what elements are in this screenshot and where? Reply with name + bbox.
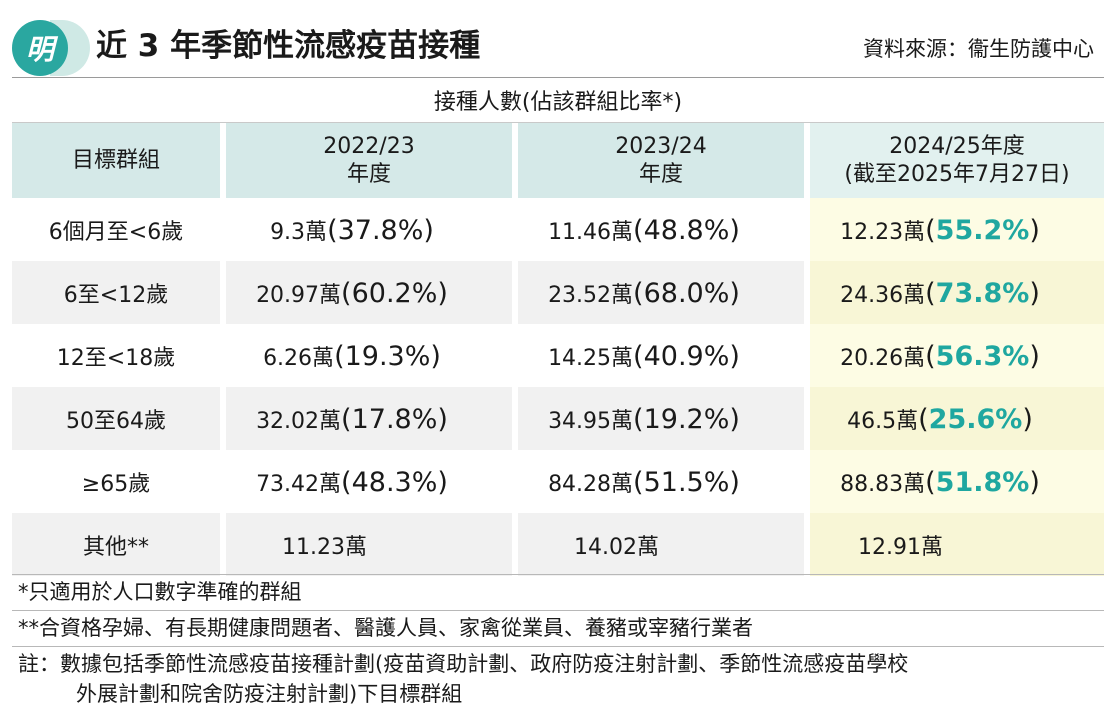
table-row: 50至64歲 32.02萬(17.8%) 34.95萬(19.2%) 46.5萬… [12,387,1104,450]
column-gap [804,123,810,198]
cell-2023-24: 84.28萬(51.5%) [518,450,804,513]
count-value: 20.97萬 [256,282,342,308]
column-gap [220,123,226,198]
column-header-group: 目標群組 [12,123,220,198]
logo-char: 明 [25,33,54,66]
cell-2023-24: 11.46萬(48.8%) [518,198,804,261]
vaccination-table: 接種人數(佔該群組比率*) 目標群組 2022/23 年度 2023/24 年度… [12,78,1104,576]
percent-value: 17.8% [351,403,438,435]
cell-2024-25: 46.5萬(25.6%) [810,387,1104,450]
row-group-label: 12至<18歲 [12,324,220,387]
row-group-label: 6個月至<6歲 [12,198,220,261]
percent-value: 51.8% [935,466,1030,498]
page-title: 近 3 年季節性流感疫苗接種 [96,28,481,64]
count-value: 12.91萬 [858,534,943,560]
count-value: 6.26萬 [263,345,335,371]
infographic-header: 明 近 3 年季節性流感疫苗接種 資料來源：衞生防護中心 [0,0,1116,84]
footnote-programmes: 註：數據包括季節性流感疫苗接種計劃(疫苗資助計劃、政府防疫注射計劃、季節性流感疫… [12,646,1104,711]
cell-2024-25: 88.83萬(51.8%) [810,450,1104,513]
percent-value: 40.9% [643,340,730,372]
percent-value: 48.3% [351,466,438,498]
count-value: 11.23萬 [282,534,367,560]
cell-2023-24: 14.02萬 [518,513,804,576]
row-group-label: 6至<12歲 [12,261,220,324]
count-value: 12.23萬 [840,219,926,245]
table-row: 6個月至<6歲 9.3萬(37.8%) 11.46萬(48.8%) 12.23萬… [12,198,1104,261]
row-group-label: 其他** [12,513,220,576]
cell-2022-23: 73.42萬(48.3%) [226,450,512,513]
column-gap [512,123,518,198]
column-header-2024-25-line1: 2024/25年度 [889,133,1025,159]
cell-2024-25: 24.36萬(73.8%) [810,261,1104,324]
footnote-others: **合資格孕婦、有長期健康問題者、醫護人員、家禽從業員、養豬或宰豬行業者 [12,610,1104,646]
super-header: 接種人數(佔該群組比率*) [12,78,1104,123]
count-value: 46.5萬 [847,408,919,434]
cell-2022-23: 32.02萬(17.8%) [226,387,512,450]
row-group-label: 50至64歲 [12,387,220,450]
cell-2024-25: 12.23萬(55.2%) [810,198,1104,261]
ming-pao-logo: 明 [12,20,68,76]
cell-2023-24: 23.52萬(68.0%) [518,261,804,324]
column-header-2022-23: 2022/23 年度 [226,123,512,198]
cell-2022-23: 6.26萬(19.3%) [226,324,512,387]
footnote-programmes-line2: 外展計劃和院舍防疫注射計劃)下目標群組 [76,682,463,706]
column-header-2022-23-line1: 2022/23 [323,133,415,159]
column-header-2023-24-line1: 2023/24 [615,133,707,159]
column-header-2023-24-line2: 年度 [638,161,683,187]
count-value: 73.42萬 [256,471,342,497]
row-group-label: ≥65歲 [12,450,220,513]
percent-value: 25.6% [928,403,1023,435]
column-header-2023-24: 2023/24 年度 [518,123,804,198]
count-value: 32.02萬 [256,408,342,434]
footnotes: *只適用於人口數字準確的群組 **合資格孕婦、有長期健康問題者、醫護人員、家禽從… [12,574,1104,711]
count-value: 20.26萬 [840,345,926,371]
percent-value: 73.8% [935,277,1030,309]
percent-value: 19.3% [344,340,431,372]
count-value: 14.02萬 [574,534,659,560]
percent-value: 51.5% [643,466,730,498]
count-value: 11.46萬 [548,219,634,245]
cell-2022-23: 11.23萬 [226,513,512,576]
percent-value: 60.2% [351,277,438,309]
footnote-accuracy: *只適用於人口數字準確的群組 [12,574,1104,610]
percent-value: 68.0% [643,277,730,309]
column-header-2024-25-line2: (截至2025年7月27日) [844,161,1070,187]
cell-2023-24: 14.25萬(40.9%) [518,324,804,387]
column-header-row: 目標群組 2022/23 年度 2023/24 年度 2024/25年度 (截至… [12,123,1104,198]
cell-2022-23: 9.3萬(37.8%) [226,198,512,261]
super-header-row: 接種人數(佔該群組比率*) [12,78,1104,123]
cell-2023-24: 34.95萬(19.2%) [518,387,804,450]
column-header-2022-23-line2: 年度 [346,161,391,187]
percent-value: 48.8% [643,214,730,246]
table-row: 其他** 11.23萬 14.02萬 12.91萬 [12,513,1104,576]
count-value: 24.36萬 [840,282,926,308]
table-row: 6至<12歲 20.97萬(60.2%) 23.52萬(68.0%) 24.36… [12,261,1104,324]
data-source: 資料來源：衞生防護中心 [863,37,1094,61]
footnote-programmes-line1: 註：數據包括季節性流感疫苗接種計劃(疫苗資助計劃、政府防疫注射計劃、季節性流感疫… [18,652,909,676]
count-value: 88.83萬 [840,471,926,497]
percent-value: 19.2% [643,403,730,435]
count-value: 23.52萬 [548,282,634,308]
cell-2024-25: 12.91萬 [810,513,1104,576]
percent-value: 55.2% [935,214,1030,246]
count-value: 14.25萬 [548,345,634,371]
table-row: ≥65歲 73.42萬(48.3%) 84.28萬(51.5%) 88.83萬(… [12,450,1104,513]
count-value: 84.28萬 [548,471,634,497]
table-row: 12至<18歲 6.26萬(19.3%) 14.25萬(40.9%) 20.26… [12,324,1104,387]
count-value: 34.95萬 [548,408,634,434]
cell-2024-25: 20.26萬(56.3%) [810,324,1104,387]
header-divider [12,77,1104,78]
cell-2022-23: 20.97萬(60.2%) [226,261,512,324]
percent-value: 56.3% [935,340,1030,372]
count-value: 9.3萬 [270,219,328,245]
column-header-2024-25: 2024/25年度 (截至2025年7月27日) [810,123,1104,198]
percent-value: 37.8% [337,214,424,246]
